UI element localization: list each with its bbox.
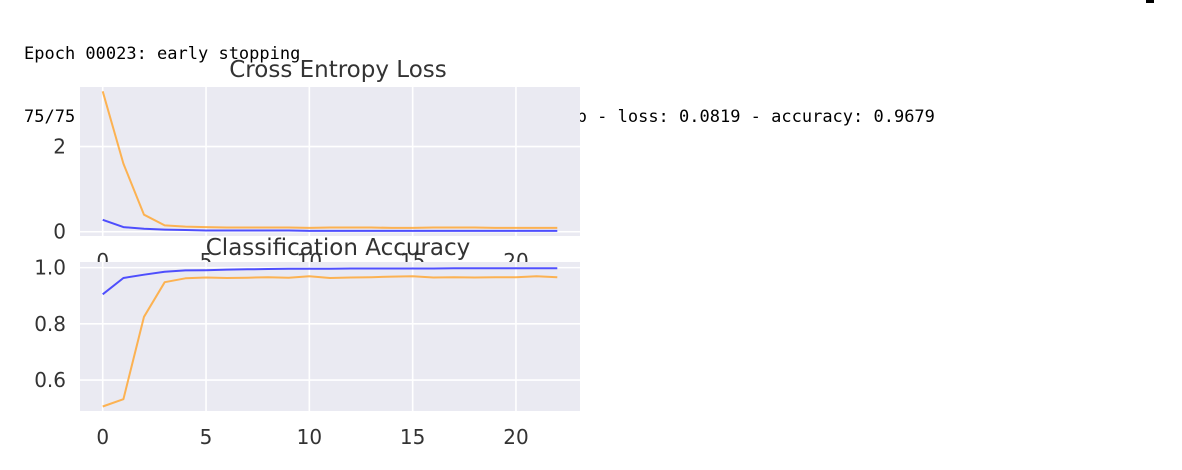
loss-plot-area bbox=[80, 87, 580, 236]
accuracy-y-tick-label: 0.6 bbox=[34, 368, 66, 392]
accuracy-chart: 0 5 10 15 20 0.6 0.8 1.0 Classification Accuracy bbox=[34, 235, 580, 449]
accuracy-x-tick-label: 20 bbox=[503, 425, 528, 449]
accuracy-chart-title: Classification Accuracy bbox=[206, 235, 471, 261]
accuracy-y-tick-label: 0.8 bbox=[34, 312, 66, 336]
loss-y-tick-label: 2 bbox=[53, 135, 66, 159]
accuracy-plot-area bbox=[80, 262, 580, 411]
accuracy-x-tick-label: 15 bbox=[400, 425, 425, 449]
accuracy-x-tick-label: 10 bbox=[297, 425, 322, 449]
accuracy-y-tick-label: 1.0 bbox=[34, 256, 66, 280]
loss-y-tick-label: 0 bbox=[53, 220, 66, 244]
loss-chart-title: Cross Entropy Loss bbox=[229, 57, 446, 83]
accuracy-x-tick-label: 5 bbox=[200, 425, 213, 449]
accuracy-x-tick-label: 0 bbox=[96, 425, 109, 449]
